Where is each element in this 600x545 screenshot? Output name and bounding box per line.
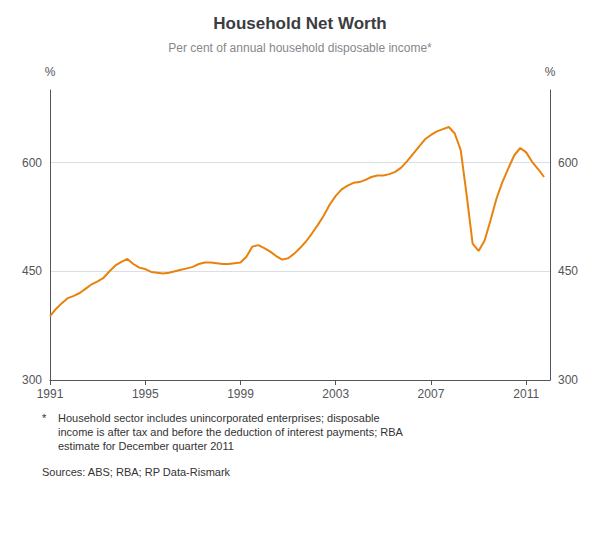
svg-text:Per cent of annual household d: Per cent of annual household disposable … — [168, 41, 432, 55]
svg-text:1991: 1991 — [37, 387, 64, 401]
svg-text:2003: 2003 — [322, 387, 349, 401]
svg-text:Household Net Worth: Household Net Worth — [213, 14, 386, 33]
svg-text:%: % — [545, 65, 556, 79]
svg-text:estimate for December quarter: estimate for December quarter 2011 — [58, 440, 234, 452]
svg-text:1995: 1995 — [132, 387, 159, 401]
svg-text:1999: 1999 — [227, 387, 254, 401]
svg-text:Household sector includes unin: Household sector includes unincorporated… — [58, 412, 380, 424]
svg-text:%: % — [45, 65, 56, 79]
svg-text:Sources: ABS; RBA; RP Data-Ris: Sources: ABS; RBA; RP Data-Rismark — [42, 466, 231, 478]
svg-text:600: 600 — [558, 156, 578, 170]
svg-text:450: 450 — [22, 264, 42, 278]
svg-text:300: 300 — [22, 373, 42, 387]
svg-text:*: * — [42, 412, 47, 424]
svg-text:income is after tax and before: income is after tax and before the deduc… — [58, 426, 404, 438]
svg-text:450: 450 — [558, 264, 578, 278]
svg-text:2011: 2011 — [513, 387, 539, 401]
svg-text:300: 300 — [558, 373, 578, 387]
svg-text:600: 600 — [22, 156, 42, 170]
svg-text:2007: 2007 — [418, 387, 445, 401]
